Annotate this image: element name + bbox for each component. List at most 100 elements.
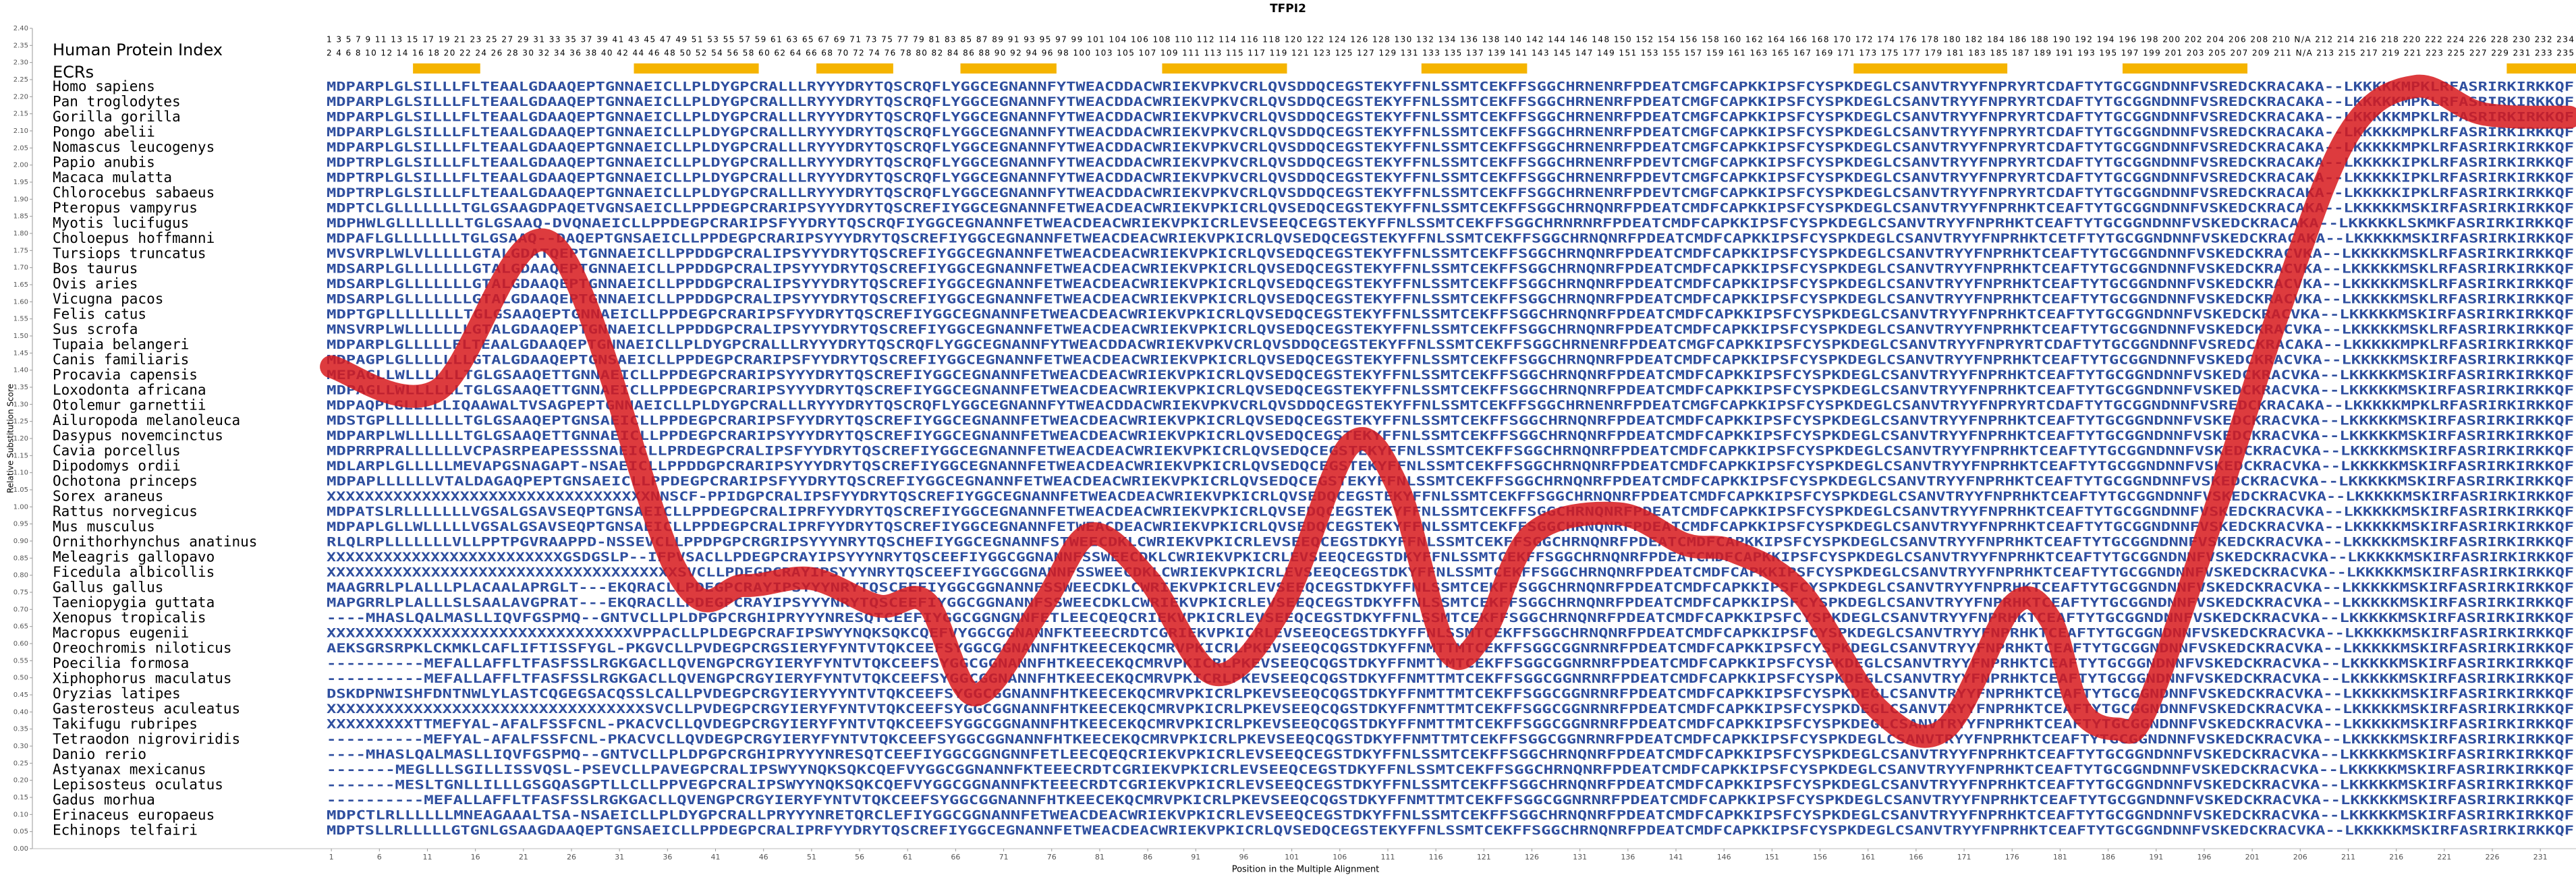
sequence: MDPAGPLGLLLLLLLGTALGDAAQEPTGNSAEICLLPPDE… bbox=[327, 353, 2574, 368]
y-tick-label: 0.60 bbox=[13, 640, 28, 648]
x-tick-label: 51 bbox=[807, 853, 816, 861]
x-tick-label: 196 bbox=[2197, 853, 2211, 861]
sequence: MDPARPLWLLLLLLTGLGSAAQETTGNNAEICLLPPDEGP… bbox=[327, 428, 2574, 443]
y-tick-label: 2.05 bbox=[13, 144, 28, 152]
sequence: MDPARPLGLSILLLFLTEAALGDAAQEPTGNNAEICLLPL… bbox=[327, 110, 2574, 125]
y-tick-label: 1.30 bbox=[13, 401, 28, 408]
x-tick-label: 101 bbox=[1285, 853, 1299, 861]
sequence: MDPARPLGLSILLLFLTEAALGDAAQEPTGNNAEICLLPL… bbox=[327, 94, 2574, 109]
sequence: MDPAQPLGLLLLLIQAAWALTVSAGPEPTGNNAEICLLPL… bbox=[327, 398, 2574, 413]
y-tick-label: 1.40 bbox=[13, 367, 28, 374]
x-tick-label: 211 bbox=[2341, 853, 2355, 861]
sequence: MDSTGPLLLLLLLLTGLGSAAQEPTGNSAEICLLPPDEGP… bbox=[327, 414, 2574, 428]
species-name: Dipodomys ordii bbox=[53, 458, 181, 474]
x-tick-label: 111 bbox=[1380, 853, 1395, 861]
sequence: MAPGRRLPLALLLSLSAALAVGPRAT---EKQRACLLPDE… bbox=[327, 596, 2574, 611]
species-name: Pan troglodytes bbox=[53, 94, 181, 110]
ecr-bar bbox=[413, 63, 480, 74]
sequence: -------MEGLLLSGILLISSVQSL-PSEVCLLPAVEGPC… bbox=[327, 762, 2574, 777]
x-tick-label: 216 bbox=[2389, 853, 2403, 861]
y-tick-label: 0.05 bbox=[13, 828, 28, 836]
y-tick-label: 1.00 bbox=[13, 503, 28, 511]
species-name: Ornithorhynchus anatinus bbox=[53, 534, 257, 550]
sequence: MDPAPLGLLWLLLLLVGSALGSAVSEQPTGNSAEICLLPP… bbox=[327, 519, 2574, 534]
y-tick-label: 2.15 bbox=[13, 111, 28, 118]
sequence: MDPTSLLRLLLLLGTGNLGSAAGDAAQEPTGNSAEICLLP… bbox=[327, 823, 2574, 838]
sequence: XXXXXXXXXTTMEFYAL-AFALFSSFCNL-PKACVCLLQV… bbox=[327, 717, 2574, 732]
species-name: Pteropus vampyrus bbox=[53, 200, 198, 216]
species-name: Ficedula albicollis bbox=[53, 564, 215, 580]
sequence: MDPAPLLLLLLVTALDAGAQPEPTGNSAEICLLPPDEGPC… bbox=[327, 474, 2574, 489]
species-name: Pongo abelii bbox=[53, 124, 155, 140]
x-tick-label: 121 bbox=[1477, 853, 1491, 861]
y-tick-label: 1.75 bbox=[13, 247, 28, 254]
y-tick-label: 1.35 bbox=[13, 384, 28, 391]
y-tick-label: 0.25 bbox=[13, 760, 28, 767]
score-line bbox=[320, 74, 2576, 748]
ecr-bar bbox=[1162, 63, 1287, 74]
sequence: ----MHASLQALMASLLIQVFGSPMQ--GNTVCLLPLDPG… bbox=[327, 611, 2574, 625]
x-tick-label: 86 bbox=[1143, 853, 1152, 861]
species-name: Astyanax mexicanus bbox=[53, 762, 206, 778]
x-tick-label: 6 bbox=[377, 853, 382, 861]
y-tick-label: 0.50 bbox=[13, 675, 28, 682]
ecr-bar bbox=[1421, 63, 1528, 74]
y-tick-label: 1.90 bbox=[13, 196, 28, 203]
species-name: Xenopus tropicalis bbox=[53, 610, 206, 626]
x-tick-label: 181 bbox=[2053, 853, 2067, 861]
sequence: ----------MEFALLAFFLTFASFSSLRGKGACLLQVEN… bbox=[327, 793, 2574, 808]
sequence: MAAGRRLPLALLLPLACAALAPRGLT---EKQRACLLPDE… bbox=[327, 580, 2574, 595]
species-name: Tursiops truncatus bbox=[53, 246, 206, 262]
x-tick-label: 31 bbox=[615, 853, 624, 861]
species-name: Gorilla gorilla bbox=[53, 109, 181, 125]
species-name: Gasterosteus aculeatus bbox=[53, 701, 240, 717]
species-name: Mus musculus bbox=[53, 519, 155, 535]
x-tick-label: 131 bbox=[1573, 853, 1587, 861]
y-tick-label: 1.10 bbox=[13, 470, 28, 477]
x-tick-label: 71 bbox=[999, 853, 1009, 861]
x-tick-label: 206 bbox=[2293, 853, 2307, 861]
species-name: Homo sapiens bbox=[53, 78, 155, 94]
sequence: RLQLRPLLLLLLLVLLPPTPGVRAAPPD-NSSEVCLLPPD… bbox=[327, 535, 2574, 550]
ecr-bar bbox=[634, 63, 759, 74]
x-tick-label: 61 bbox=[903, 853, 912, 861]
x-tick-label: 21 bbox=[519, 853, 528, 861]
y-tick-label: 1.85 bbox=[13, 213, 28, 221]
y-tick-label: 0.75 bbox=[13, 589, 28, 596]
y-tick-label: 1.15 bbox=[13, 452, 28, 459]
y-tick-label: 1.65 bbox=[13, 281, 28, 289]
chart-title: TFPI2 bbox=[1270, 2, 1306, 16]
sequence: MDPTGPLLLLLLLLTGLGSAAQEPTGNNAEICLLPPDEGP… bbox=[327, 307, 2574, 322]
sequence: MDPARPLGLLLLLFLTEAALGDAAQEPTGNNAEICLLPLD… bbox=[327, 337, 2574, 352]
y-tick-label: 1.60 bbox=[13, 298, 28, 306]
y-tick-label: 1.80 bbox=[13, 230, 28, 237]
y-tick-label: 0.80 bbox=[13, 572, 28, 579]
y-tick-label: 0.15 bbox=[13, 794, 28, 801]
sequence: XXXXXXXXXXXXXXXXXXXXXXXXXXXXXXXXXSVCLLPV… bbox=[327, 702, 2574, 716]
species-name: Sorex araneus bbox=[53, 488, 163, 505]
species-name: Meleagris gallopavo bbox=[53, 549, 215, 565]
y-tick-label: 2.35 bbox=[13, 42, 28, 49]
sequence: MDLARPLGLLLLLMEVAPGSNAGAPT-NSAEICLLPPDDG… bbox=[327, 459, 2574, 474]
sequence: MDPTRPLGLSILLLFLTEAALGDAAQEPTGNNAEICLLPL… bbox=[327, 155, 2574, 170]
species-name: Felis catus bbox=[53, 306, 146, 322]
sequence: XXXXXXXXXXXXXXXXXXXXXXXXXGSDGSLP--IFPVSA… bbox=[327, 550, 2574, 565]
species-name: Macaca mulatta bbox=[53, 169, 172, 186]
species-name: Danio rerio bbox=[53, 746, 146, 762]
species-name: Sus scrofa bbox=[53, 321, 138, 337]
y-tick-label: 0.45 bbox=[13, 691, 28, 699]
sequence: MDPATSLRLLLLLLLVGSALGSAVSEQPTGNSAEICLLPP… bbox=[327, 505, 2574, 519]
sequence: MDPCTLRLLLLLLMNEAGAAALTSA-NSAEICLLPLDYGP… bbox=[327, 808, 2574, 823]
sequence: MDPRRPRALLLLLLVCPASRPEAPESSSNAEICLLPRDEG… bbox=[327, 444, 2574, 459]
sequence: MDPTRPLGLSILLLFLTEAALGDAAQEPTGNNAEICLLPL… bbox=[327, 186, 2574, 200]
species-name: Otolemur garnettii bbox=[53, 397, 206, 414]
x-tick-label: 56 bbox=[855, 853, 864, 861]
x-tick-label: 166 bbox=[1909, 853, 1923, 861]
species-name: Choloepus hoffmanni bbox=[53, 230, 215, 246]
x-axis-label: Position in the Multiple Alignment bbox=[1232, 865, 1380, 875]
species-name: Lepisosteus oculatus bbox=[53, 776, 223, 793]
x-tick-label: 146 bbox=[1717, 853, 1731, 861]
x-tick-label: 176 bbox=[2005, 853, 2019, 861]
ecr-bar bbox=[960, 63, 1057, 74]
